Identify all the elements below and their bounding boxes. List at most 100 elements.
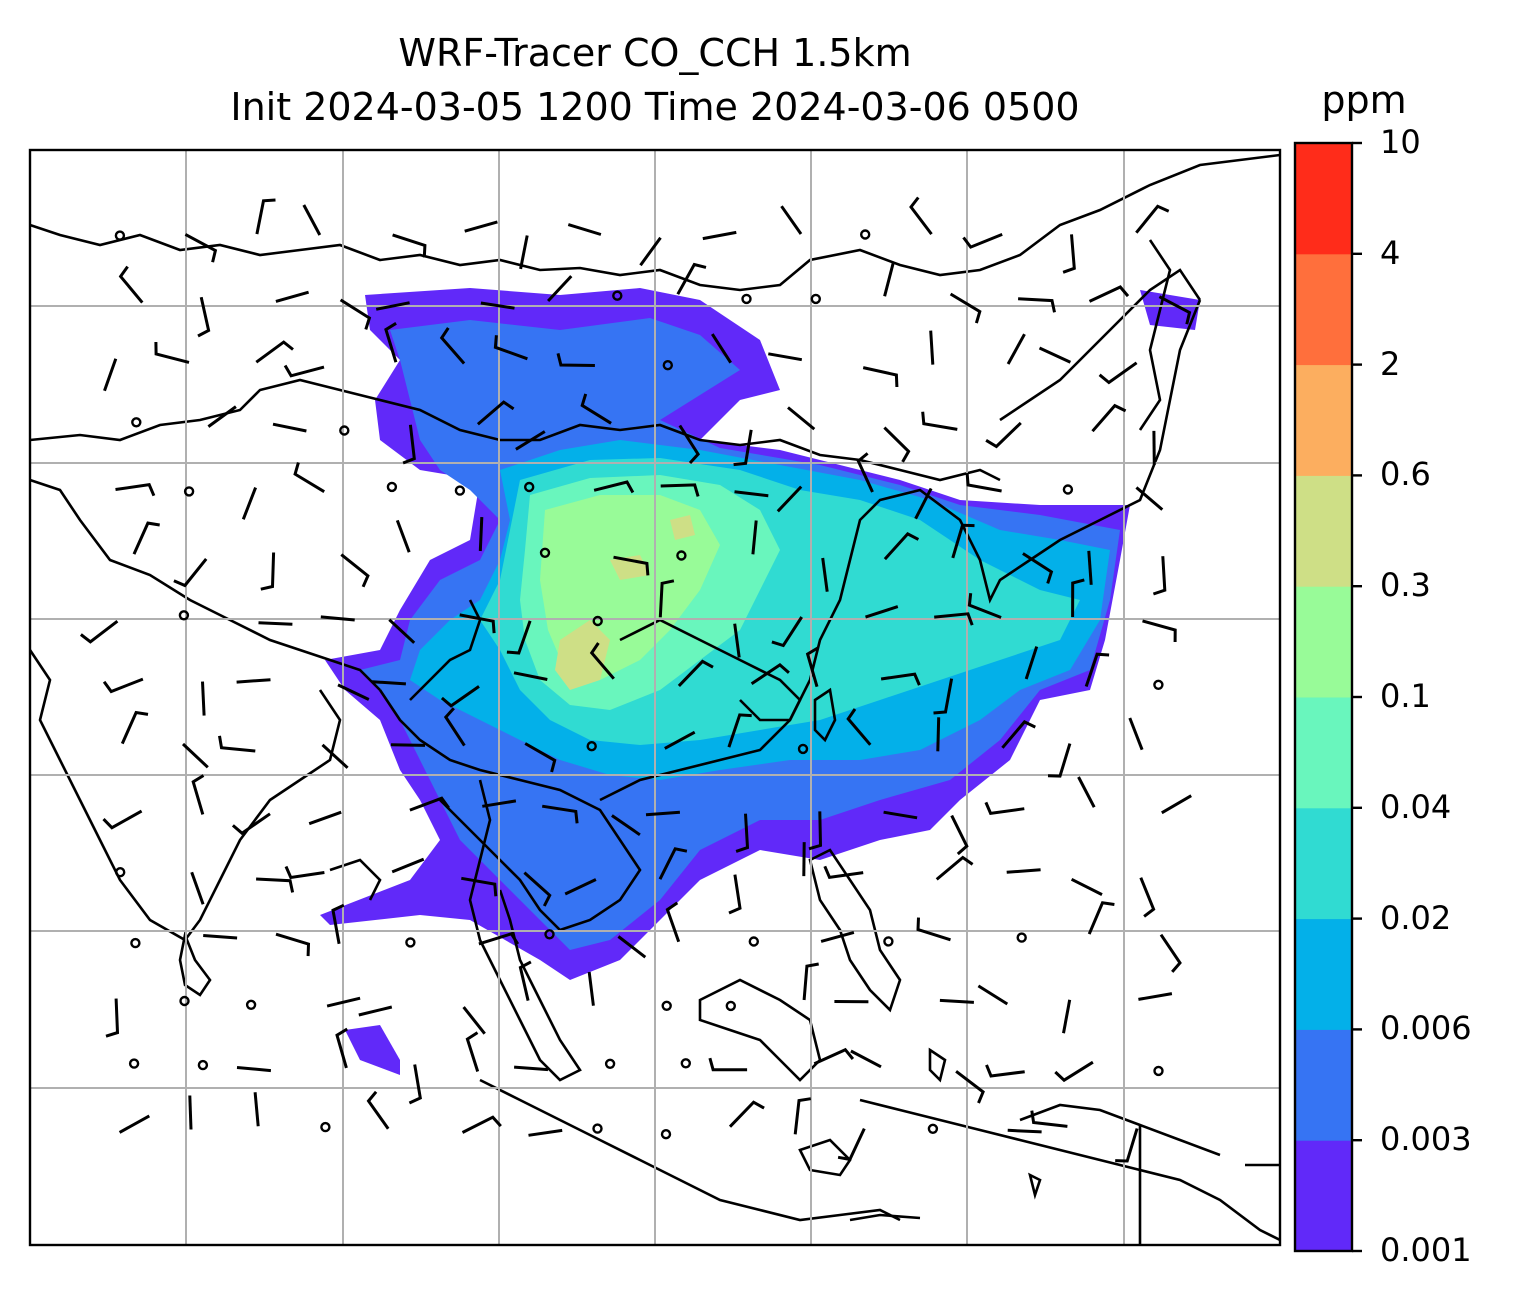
wind-barb — [203, 934, 238, 940]
calm-wind-circle — [539, 547, 551, 558]
wind-barb — [611, 814, 641, 837]
calm-wind-circle — [245, 999, 257, 1010]
wind-barb — [820, 930, 855, 943]
wind-barb — [587, 971, 595, 1006]
wind-barb — [465, 1031, 480, 1072]
wind-barb — [1038, 346, 1072, 364]
wind-barb — [771, 616, 803, 648]
wind-barb — [308, 810, 342, 826]
wind-barb — [1158, 295, 1192, 325]
wind-barb — [103, 358, 118, 392]
wind-barb — [258, 621, 293, 626]
wind-barb — [493, 335, 528, 361]
calm-wind-circle — [604, 1058, 616, 1070]
wind-barb — [384, 322, 398, 363]
colorbar-unit: ppm — [1321, 78, 1407, 122]
wind-barb — [79, 620, 119, 644]
wind-barb — [337, 683, 370, 701]
wind-barbs — [79, 196, 1192, 1163]
wind-barb — [392, 233, 427, 258]
wind-barb — [120, 710, 149, 745]
colorbar-segment — [1295, 364, 1352, 476]
wind-barb — [708, 1057, 748, 1072]
wind-barb — [733, 429, 753, 467]
wind-barb — [837, 1127, 866, 1162]
wind-barb — [118, 1114, 151, 1134]
wind-barb — [613, 555, 650, 576]
wind-barb — [236, 1066, 272, 1073]
wind-barb — [1115, 1128, 1139, 1163]
wind-barb — [645, 810, 681, 817]
wind-barb — [1084, 652, 1110, 687]
calm-wind-circle — [680, 1058, 691, 1069]
calm-wind-circle — [130, 937, 141, 949]
colorbar-segment — [1295, 1140, 1352, 1252]
wind-barb — [515, 430, 546, 451]
calm-wind-circle — [197, 1059, 209, 1071]
wind-barb — [408, 1064, 422, 1105]
calm-wind-circle — [592, 615, 603, 627]
wind-barb — [787, 406, 816, 431]
wind-barb — [727, 713, 752, 748]
calm-wind-circle — [661, 1000, 672, 1011]
calm-wind-circle — [320, 1121, 331, 1133]
wind-barb — [846, 708, 872, 746]
wind-barb — [173, 557, 208, 588]
wind-barb — [461, 1115, 502, 1134]
wind-barb — [1070, 877, 1103, 896]
wind-barb — [482, 799, 517, 808]
wind-barb — [480, 301, 515, 310]
wind-barb — [181, 742, 209, 769]
wind-barb — [1142, 619, 1177, 643]
calm-wind-circle — [676, 550, 687, 561]
calm-wind-circle — [114, 230, 126, 241]
wind-barb — [617, 935, 647, 959]
wind-barb — [461, 876, 498, 897]
wind-barb — [936, 717, 941, 752]
wind-barb — [865, 605, 899, 619]
wind-barb — [402, 424, 416, 465]
wind-barb — [191, 774, 205, 815]
wind-barb — [1161, 794, 1192, 815]
wind-barb — [506, 620, 532, 655]
wind-barb — [255, 340, 294, 364]
wind-barb — [567, 223, 602, 236]
wind-barb — [115, 483, 156, 497]
wind-barb — [320, 615, 355, 622]
wind-barb — [734, 490, 769, 498]
calm-wind-circle — [114, 867, 126, 878]
wind-barb — [366, 1090, 390, 1130]
wind-barb — [967, 593, 1002, 619]
colorbar-segment — [1295, 253, 1352, 366]
wind-barb — [201, 681, 206, 716]
colorbar-segment — [1295, 143, 1352, 255]
wind-barb — [728, 1100, 765, 1128]
wind-barb — [883, 810, 918, 820]
wind-barb — [409, 796, 450, 812]
wind-barb — [1062, 999, 1072, 1034]
wind-barb — [231, 812, 271, 836]
wind-barb — [283, 364, 325, 378]
wind-barb — [513, 1065, 549, 1072]
wind-barb — [660, 483, 700, 497]
wind-barb — [593, 480, 635, 494]
wind-barb — [664, 730, 696, 750]
wind-barb — [105, 998, 120, 1038]
wind-barb — [677, 659, 714, 687]
calm-wind-circle — [128, 1058, 140, 1069]
colorbar-tick-label: 0.3 — [1380, 566, 1431, 605]
wind-barb — [914, 487, 933, 520]
wind-barb — [702, 230, 737, 241]
wind-barb — [528, 1128, 563, 1137]
wind-barb — [951, 523, 975, 559]
colorbar-tick-label: 0.04 — [1380, 787, 1452, 826]
plume-band-03 — [555, 620, 610, 690]
wind-barb — [1087, 550, 1093, 585]
colorbar-frame — [1293, 141, 1354, 1253]
calm-wind-circle — [927, 1123, 939, 1135]
wind-barb — [478, 932, 520, 946]
wind-barb — [793, 1097, 812, 1135]
wind-barb — [184, 233, 218, 263]
colorbar-tick-label: 0.1 — [1380, 677, 1431, 715]
